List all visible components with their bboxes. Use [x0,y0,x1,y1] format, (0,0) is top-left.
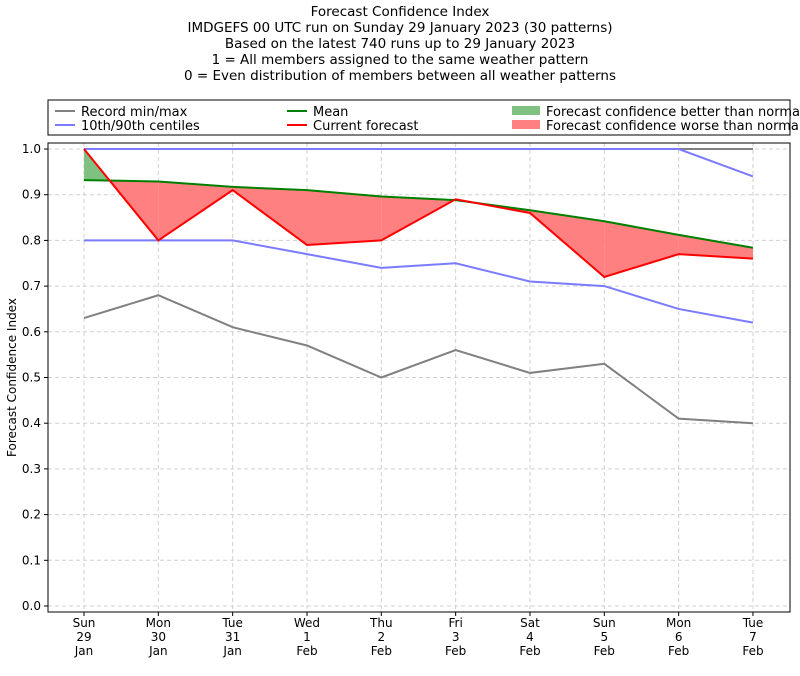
x-tick-label: Jan [74,644,94,658]
x-tick-label: Tue [742,616,764,630]
x-tick-label: Feb [668,644,689,658]
x-tick-label: 31 [225,630,240,644]
x-tick-label: 6 [675,630,683,644]
x-tick-label: Feb [445,644,466,658]
worse-than-normal-fill [158,181,233,241]
x-tick-label: Wed [294,616,320,630]
x-tick-label: 2 [377,630,385,644]
y-tick-label: 0.0 [22,599,41,613]
record-min-line [83,294,754,425]
legend [47,99,791,136]
x-tick-label: Sun [73,616,96,630]
legend-label: Current forecast [313,119,419,134]
y-tick-label: 0.1 [22,553,41,567]
title-line: 0 = Even distribution of members between… [183,68,617,84]
x-tick-label: Feb [296,644,317,658]
x-tick-label: 30 [151,630,166,644]
worse-than-normal-fill [306,190,382,245]
x-tick-label: 4 [526,630,534,644]
y-tick-label: 0.4 [22,416,41,430]
legend-swatch [512,106,540,115]
10th-centile-line [84,239,754,324]
legend-label: Record min/max [81,105,188,120]
x-tick-label: Feb [594,644,615,658]
title-line: Based on the latest 740 runs up to 29 Ja… [224,36,576,52]
legend-label: Forecast confidence better than normal [546,105,800,120]
y-tick-label: 0.7 [22,279,41,293]
worse-than-normal-fill [604,221,679,277]
x-tick-label: 3 [452,630,460,644]
x-tick-label: Thu [369,616,393,630]
x-tick-label: Feb [742,644,763,658]
x-tick-label: Mon [666,616,691,630]
mean-line [83,179,754,249]
x-tick-label: 5 [600,630,608,644]
x-tick-label: Tue [221,616,243,630]
legend-label: Mean [313,105,348,120]
x-tick-label: Mon [146,616,171,630]
x-tick-label: Jan [222,644,242,658]
plot-frame [47,142,791,613]
x-tick-label: 29 [76,630,91,644]
x-tick-label: Feb [519,644,540,658]
legend-swatch [512,120,540,129]
title-line: 1 = All members assigned to the same wea… [211,52,589,68]
x-tick-label: Sun [593,616,616,630]
x-tick-label: Fri [449,616,463,630]
x-tick-label: 1 [303,630,311,644]
x-tick-label: 7 [749,630,757,644]
worse-than-normal-fill [678,234,753,259]
y-axis-label: Forecast Confidence Index [5,298,19,457]
x-tick-label: Jan [148,644,168,658]
current-forecast-line [83,148,754,279]
90th-centile-line [84,148,754,178]
y-tick-label: 0.5 [22,371,41,385]
y-tick-label: 0.2 [22,508,41,522]
y-tick-label: 0.8 [22,233,41,247]
y-tick-label: 1.0 [22,142,41,156]
title-line: Forecast Confidence Index [310,4,490,20]
y-tick-label: 0.3 [22,462,41,476]
x-tick-label: Sat [520,616,540,630]
title-line: IMDGEFS 00 UTC run on Sunday 29 January … [187,20,613,36]
y-tick-label: 0.6 [22,325,41,339]
y-tick-label: 0.9 [22,188,41,202]
legend-label: 10th/90th centiles [81,119,200,134]
legend-label: Forecast confidence worse than normal [546,119,800,134]
x-tick-label: Feb [371,644,392,658]
